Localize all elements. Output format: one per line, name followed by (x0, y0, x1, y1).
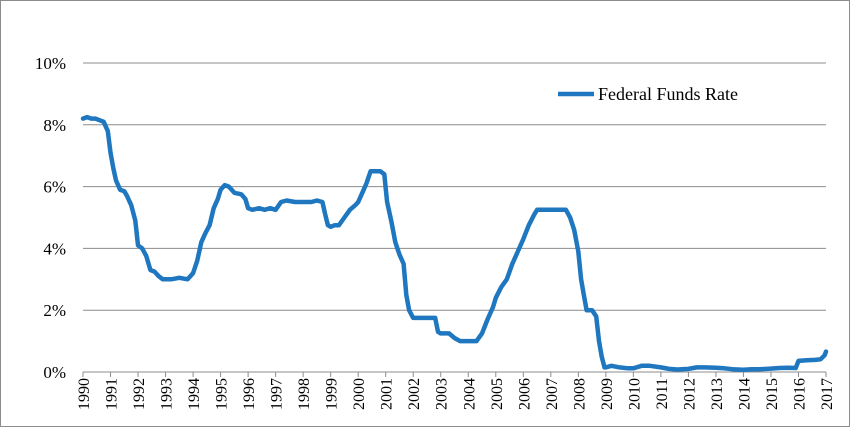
y-tick-label: 6% (43, 178, 66, 197)
x-tick-label: 1998 (296, 378, 313, 410)
y-tick-label: 8% (43, 116, 66, 135)
y-tick-label: 0% (43, 363, 66, 382)
x-tick-label: 2014 (736, 378, 753, 410)
y-axis-tick-labels: 0% 2% 4% 6% 8% 10% (35, 54, 66, 382)
x-tick-label: 2010 (626, 378, 643, 410)
x-tick-label: 1995 (214, 378, 231, 410)
x-tick-label: 2008 (571, 378, 588, 410)
x-tick-label: 2000 (351, 378, 368, 410)
x-axis (82, 371, 827, 377)
x-tick-label: 2004 (461, 378, 478, 410)
x-tick-label: 2002 (406, 378, 423, 410)
x-tick-label: 2007 (544, 378, 561, 410)
x-tick-label: 1993 (159, 378, 176, 410)
x-tick-label: 1996 (241, 378, 258, 410)
x-tick-label: 2003 (434, 378, 451, 410)
y-tick-label: 4% (43, 239, 66, 258)
x-tick-label: 2015 (764, 378, 781, 410)
series-line-federal-funds-rate (80, 114, 829, 373)
x-tick-label: 1997 (269, 378, 286, 410)
x-tick-label: 1992 (131, 378, 148, 410)
x-tick-label: 1991 (104, 378, 121, 410)
x-tick-label: 2009 (599, 378, 616, 410)
x-tick-label: 2012 (681, 378, 698, 410)
x-tick-label: 1999 (324, 378, 341, 410)
legend: Federal Funds Rate (558, 84, 738, 104)
x-tick-label: 1994 (186, 378, 203, 410)
x-tick-label: 1990 (76, 378, 93, 410)
x-tick-label: 2017 (819, 378, 836, 410)
x-tick-label: 2006 (516, 378, 533, 410)
y-tick-label: 2% (43, 301, 66, 320)
x-axis-tick-labels: 1990 1991 1992 1993 1994 1995 1996 1997 1998 1999… (76, 378, 836, 410)
x-tick-label: 2001 (379, 378, 396, 410)
y-tick-label: 10% (35, 54, 66, 73)
x-tick-label: 2016 (791, 378, 808, 410)
gridlines (83, 62, 826, 311)
x-tick-label: 2005 (489, 378, 506, 410)
x-tick-label: 2013 (709, 378, 726, 410)
legend-label-federal-funds-rate: Federal Funds Rate (598, 84, 738, 104)
x-tick-label: 2011 (654, 378, 671, 409)
